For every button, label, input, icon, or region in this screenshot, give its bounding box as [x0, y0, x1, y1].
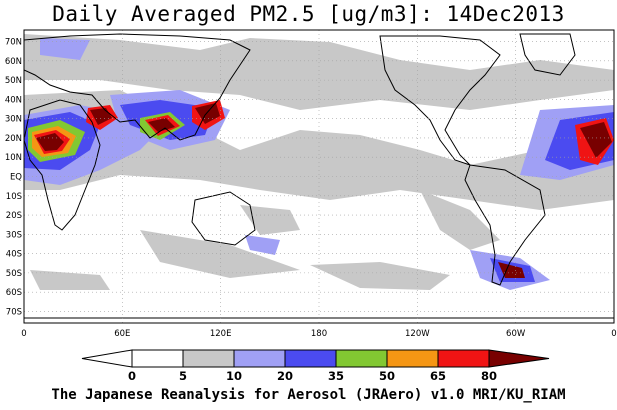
lat-tick-label: 40N [5, 95, 22, 105]
colorbar: 0 5 10 20 35 50 65 80 [81, 349, 550, 383]
map-frame [23, 29, 615, 324]
colorbar-segment [386, 349, 439, 368]
lat-tick-label: EQ [10, 173, 22, 183]
lat-tick-label: 70S [6, 307, 22, 317]
colorbar-segment [131, 349, 184, 368]
lon-tick-label: 120W [405, 329, 430, 339]
longitude-axis: 0 60E 120E 180 120W 60W 0 [21, 329, 616, 339]
south-america-landmass [464, 164, 546, 286]
lat-tick-label: 10S [6, 192, 22, 202]
lat-tick-label: 70N [5, 38, 22, 48]
colorbar-tick-label: 80 [481, 369, 497, 383]
lat-tick-label: 50S [6, 269, 22, 279]
lon-tick-label: 180 [311, 329, 327, 339]
australia-landmass [191, 191, 256, 246]
colorbar-segment [284, 349, 337, 368]
lat-tick-label: 20N [5, 134, 22, 144]
africa-landmass [24, 99, 101, 231]
lat-tick-label: 50N [5, 76, 22, 86]
colorbar-tick-label: 20 [277, 369, 293, 383]
lat-tick-label: 60N [5, 57, 22, 67]
lat-tick-label: 40S [6, 250, 22, 260]
colorbar-tick-label: 65 [430, 369, 446, 383]
colorbar-tick-label: 10 [226, 369, 242, 383]
colorbar-tick-label: 5 [179, 369, 187, 383]
lat-tick-label: 60S [6, 288, 22, 298]
colorbar-segment [182, 349, 235, 368]
colorbar-segment [81, 349, 133, 368]
colorbar-segment [233, 349, 286, 368]
credit-line: The Japanese Reanalysis for Aerosol (JRA… [51, 387, 566, 403]
latitude-axis: 70N 60N 50N 40N 30N 20N 10N EQ 10S 20S 30S 40S 50S 60… [5, 38, 22, 318]
lon-tick-label: 60W [506, 329, 526, 339]
lon-tick-label: 120E [210, 329, 232, 339]
eurasia-landmass [24, 33, 251, 141]
colorbar-segment [488, 349, 550, 368]
north-america-landmass [379, 35, 501, 166]
lon-tick-label: 60E [114, 329, 130, 339]
lat-tick-label: 30S [6, 230, 22, 240]
colorbar-segment [335, 349, 388, 368]
lat-tick-label: 30N [5, 115, 22, 125]
greenland-landmass [519, 33, 576, 76]
lon-tick-label: 0 [21, 329, 26, 339]
lat-tick-label: 10N [5, 153, 22, 163]
lat-tick-label: 20S [6, 211, 22, 221]
colorbar-tick-label: 50 [379, 369, 395, 383]
map-title: Daily Averaged PM2.5 [ug/m3]: 14Dec2013 [52, 2, 565, 26]
graticule [24, 30, 614, 323]
colorbar-tick-label: 0 [128, 369, 136, 383]
colorbar-tick-label: 35 [328, 369, 344, 383]
map-panel: 70N 60N 50N 40N 30N 20N 10N EQ 10S 20S 30S 40S 50S 60… [5, 29, 617, 339]
lon-tick-label: 0 [611, 329, 616, 339]
colorbar-segment [437, 349, 490, 368]
